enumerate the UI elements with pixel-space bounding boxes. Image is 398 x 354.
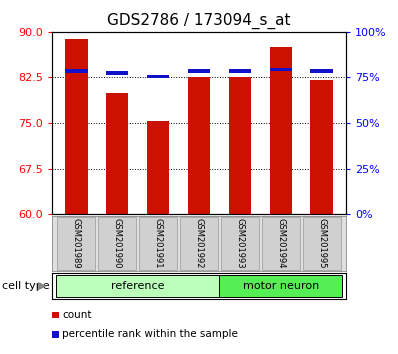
Bar [106,71,129,75]
Bar [269,47,292,214]
Bar [180,217,218,270]
Bar [98,217,136,270]
Text: GSM201990: GSM201990 [113,218,122,269]
Bar [303,217,341,270]
Text: ▶: ▶ [37,281,46,291]
Bar [310,69,333,73]
Bar [188,78,210,214]
Bar [221,217,259,270]
Text: percentile rank within the sample: percentile rank within the sample [62,329,238,339]
Text: GSM201993: GSM201993 [235,218,244,269]
Text: GSM201994: GSM201994 [276,218,285,269]
Bar [139,217,177,270]
Text: GSM201995: GSM201995 [317,218,326,269]
Bar [188,69,210,73]
Text: count: count [62,310,92,320]
Bar [56,275,219,297]
Text: cell type: cell type [2,281,50,291]
Bar [57,217,95,270]
Bar [229,69,251,73]
Bar [106,93,129,214]
Bar [147,75,169,78]
Bar [65,39,88,214]
Text: GSM201989: GSM201989 [72,218,81,269]
Bar [219,275,342,297]
Text: motor neuron: motor neuron [243,281,319,291]
Bar [310,80,333,214]
Bar [147,121,169,214]
Bar [65,69,88,73]
Bar [229,78,251,214]
Bar [262,217,300,270]
Text: GDS2786 / 173094_s_at: GDS2786 / 173094_s_at [107,12,291,29]
Bar [269,68,292,71]
Text: reference: reference [111,281,164,291]
Text: GSM201991: GSM201991 [154,218,163,269]
Text: GSM201992: GSM201992 [195,218,203,269]
